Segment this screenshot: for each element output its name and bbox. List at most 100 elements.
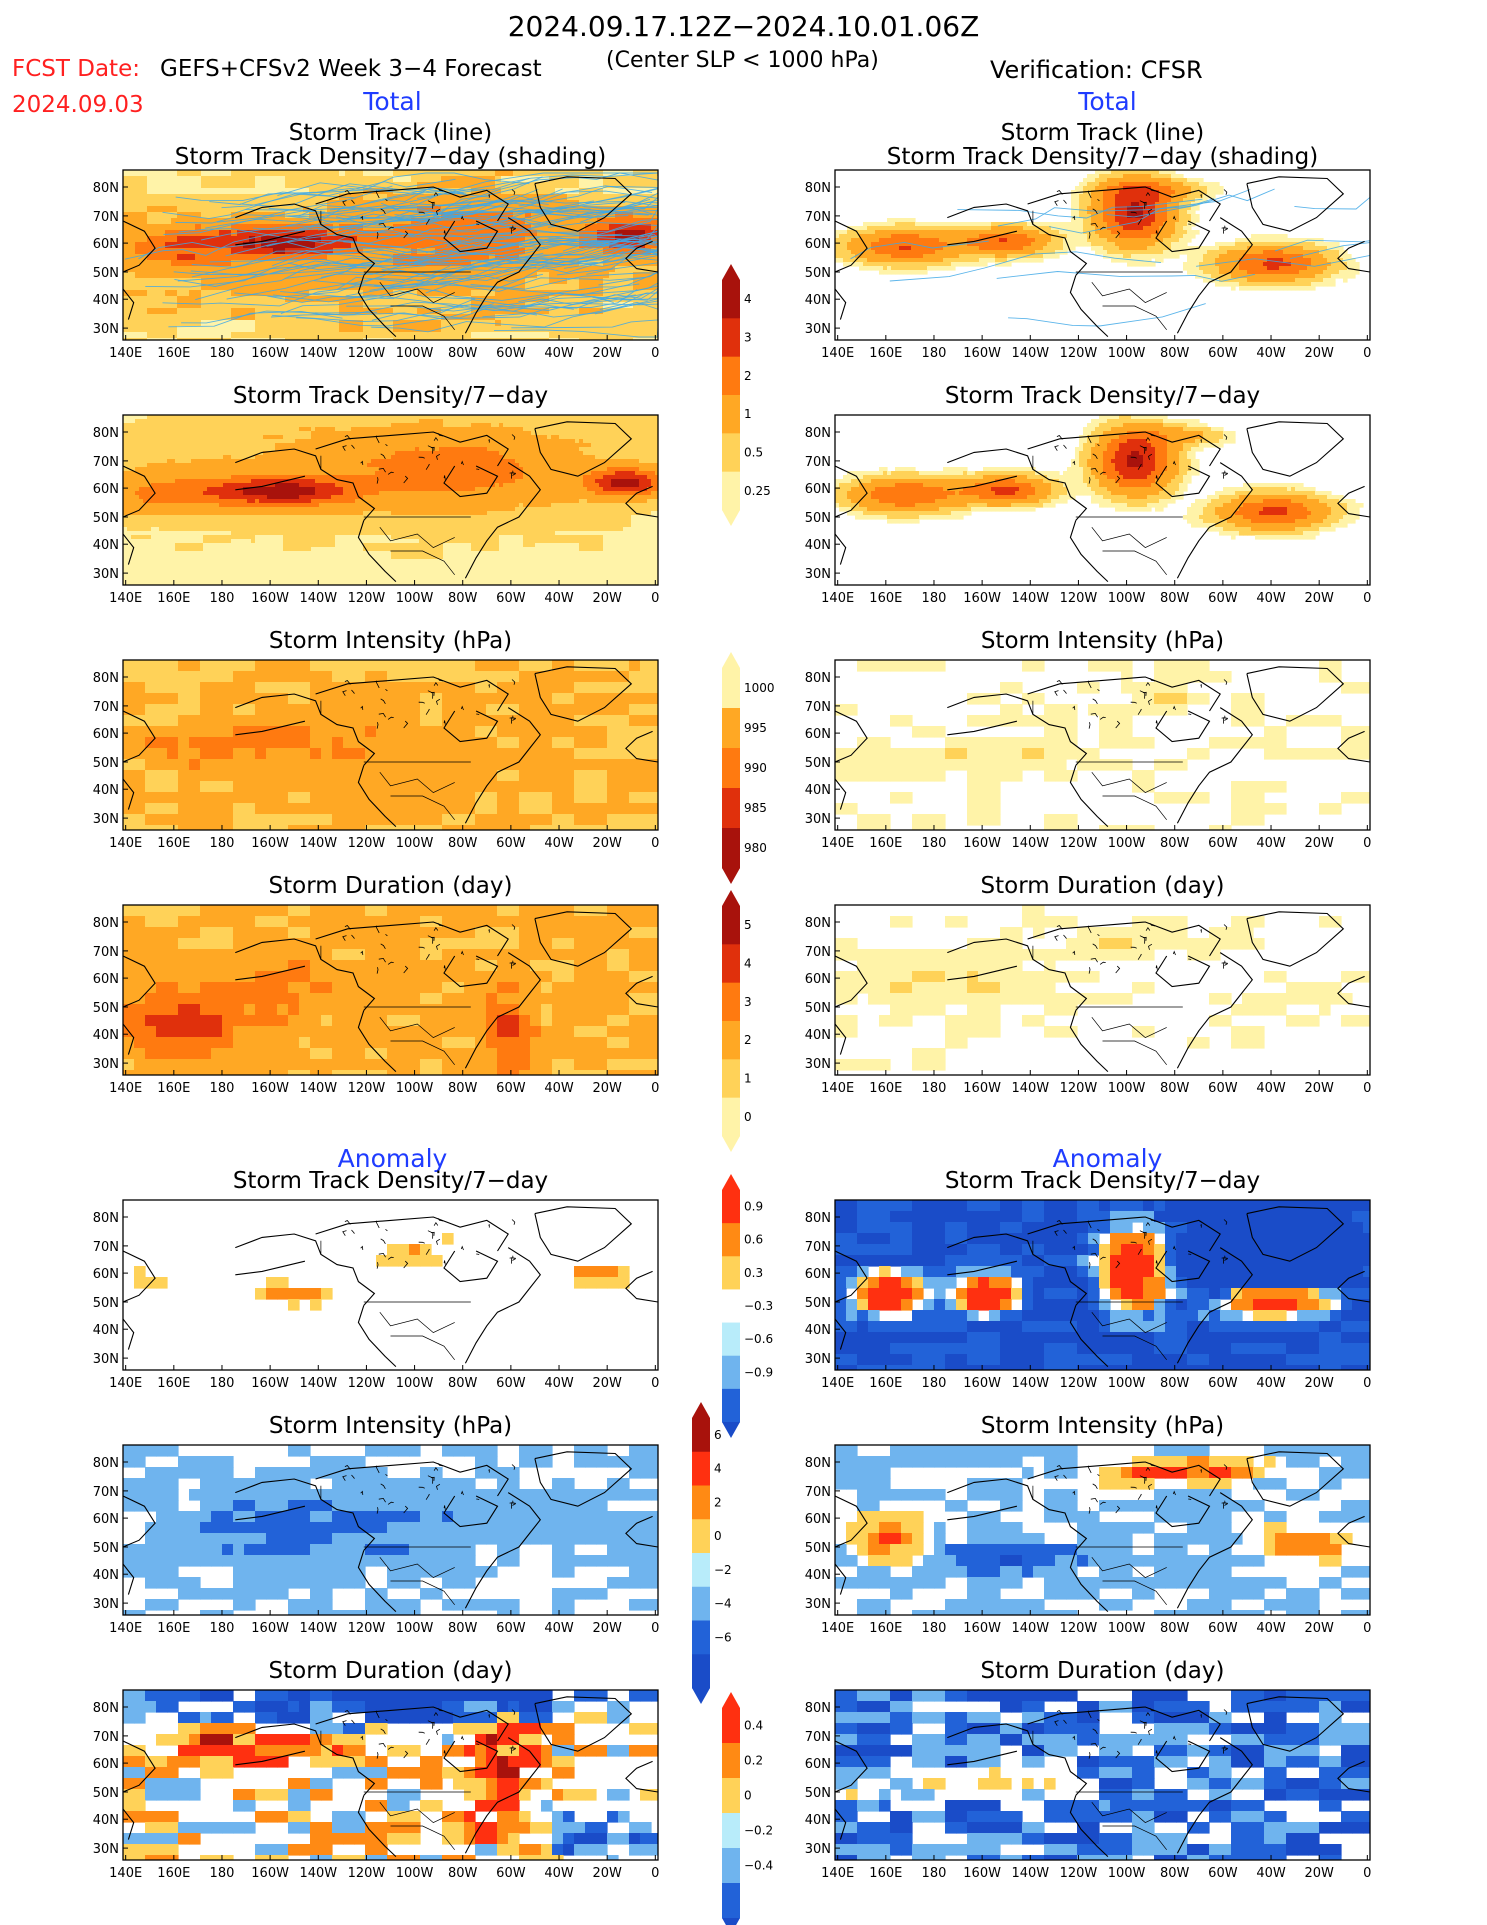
criterion-label: (Center SLP < 1000 hPa)	[606, 48, 879, 73]
shading-field	[835, 1690, 1370, 1860]
lon-tick-label: 180	[210, 591, 235, 603]
lat-tick-label: 60N	[93, 482, 119, 497]
lon-tick-label: 160W	[251, 346, 289, 358]
lon-tick-label: 20W	[1304, 1376, 1334, 1388]
colorbar-label: 0.9	[744, 1200, 763, 1214]
lon-tick-label: 80W	[448, 1376, 478, 1388]
lon-tick-label: 60W	[496, 1081, 526, 1093]
panel-title: Storm Duration (day)	[269, 1658, 513, 1684]
lat-tick-label: 50N	[93, 1786, 119, 1801]
lat-tick-label: 40N	[93, 783, 119, 798]
lon-tick-label: 160W	[963, 1376, 1001, 1388]
colorbar-label: 0.2	[744, 1754, 763, 1768]
lon-tick-label: 160E	[157, 1621, 190, 1633]
lon-tick-label: 140W	[299, 1866, 337, 1878]
lon-tick-label: 100W	[396, 346, 434, 358]
lat-tick-label: 40N	[93, 1813, 119, 1828]
lon-tick-label: 40W	[544, 1621, 574, 1633]
lon-tick-label: 100W	[1108, 346, 1146, 358]
lon-tick-label: 140E	[821, 1621, 854, 1633]
colorbar-swatch	[722, 788, 740, 829]
shading-field	[123, 905, 658, 1075]
lon-tick-label: 160W	[963, 591, 1001, 603]
lon-tick-label: 20W	[1304, 1621, 1334, 1633]
lon-tick-label: 140E	[109, 591, 142, 603]
lat-tick-label: 60N	[93, 727, 119, 742]
lon-tick-label: 120W	[348, 1621, 386, 1633]
colorbar-label: −0.4	[744, 1859, 773, 1873]
lon-tick-label: 0	[1363, 346, 1371, 358]
lon-tick-label: 140E	[821, 836, 854, 848]
shading-field	[123, 660, 658, 830]
lon-tick-label: 80W	[448, 1081, 478, 1093]
lon-tick-label: 40W	[1256, 836, 1286, 848]
lon-tick-label: 160E	[157, 591, 190, 603]
lon-tick-label: 180	[922, 591, 947, 603]
lon-tick-label: 100W	[1108, 1081, 1146, 1093]
lon-tick-label: 160E	[869, 591, 902, 603]
lat-tick-label: 70N	[805, 945, 831, 960]
colorbar-label: 1	[744, 1072, 752, 1086]
lon-tick-label: 140E	[109, 836, 142, 848]
map-panel-r-dens: Storm Track Density/7−day 80N 70N 60N 50N 40N…	[805, 383, 1372, 603]
lon-tick-label: 140E	[109, 1376, 142, 1388]
lon-tick-label: 20W	[592, 836, 622, 848]
lon-tick-label: 180	[210, 346, 235, 358]
lon-tick-label: 60W	[496, 591, 526, 603]
colorbar-label: 0.25	[744, 484, 771, 498]
lat-tick-label: 70N	[93, 1240, 119, 1255]
panel-title: Storm Duration (day)	[981, 1658, 1225, 1684]
colorbar-swatch	[722, 1190, 740, 1224]
lat-tick-label: 30N	[93, 1842, 119, 1857]
lon-tick-label: 80W	[448, 346, 478, 358]
colorbar-swatch	[722, 1289, 740, 1324]
shading-field	[123, 170, 658, 340]
lat-tick-label: 80N	[805, 671, 831, 686]
lon-tick-label: 100W	[396, 1081, 434, 1093]
lat-tick-label: 70N	[805, 700, 831, 715]
colorbar-label: 3	[744, 995, 752, 1009]
colorbar-label: −4	[714, 1597, 732, 1611]
map-frame	[122, 1689, 659, 1861]
colorbar-label: −6	[714, 1630, 732, 1644]
lat-tick-label: 50N	[805, 1541, 831, 1556]
colorbar-swatch	[722, 1256, 740, 1290]
colorbar-density: 4 3 2 1 0.5 0.25	[722, 264, 771, 526]
lat-tick-label: 50N	[805, 1001, 831, 1016]
panel-title: Storm Intensity (hPa)	[981, 1413, 1224, 1439]
map-panel-r-dur: Storm Duration (day) 80N 70N 60N 50N 40N 30N 14…	[805, 873, 1372, 1093]
map-panel-r-int: Storm Intensity (hPa) 80N 70N 60N 50N 40N 30N 1…	[805, 628, 1372, 848]
colorbar-label: 985	[744, 801, 767, 815]
lon-tick-label: 180	[210, 836, 235, 848]
lat-tick-label: 30N	[93, 1057, 119, 1072]
lon-tick-label: 180	[922, 1376, 947, 1388]
shading-field	[123, 1690, 658, 1860]
panel-title: Storm Track Density/7−day	[233, 383, 548, 409]
lon-tick-label: 0	[651, 346, 659, 358]
lon-tick-label: 120W	[348, 346, 386, 358]
lon-tick-label: 80W	[1160, 591, 1190, 603]
colorbar-label: 4	[714, 1462, 722, 1476]
colorbar-swatch	[722, 1743, 740, 1779]
lon-tick-label: 160E	[869, 1376, 902, 1388]
lon-tick-label: 40W	[1256, 346, 1286, 358]
map-panel-l-dur: Storm Duration (day) 80N 70N 60N 50N 40N 30N 14…	[93, 873, 660, 1093]
lat-tick-label: 40N	[805, 1028, 831, 1043]
lon-tick-label: 20W	[1304, 346, 1334, 358]
lat-tick-label: 30N	[805, 812, 831, 827]
lat-tick-label: 70N	[93, 210, 119, 225]
lon-tick-label: 180	[210, 1866, 235, 1878]
colorbar-label: 5	[744, 918, 752, 932]
lon-tick-label: 140W	[1011, 591, 1049, 603]
lon-tick-label: 120W	[348, 591, 386, 603]
lat-tick-label: 30N	[805, 1352, 831, 1367]
lon-tick-label: 140W	[299, 836, 337, 848]
colorbar-swatch	[722, 356, 740, 396]
lat-tick-label: 50N	[805, 1786, 831, 1801]
lon-tick-label: 80W	[1160, 1081, 1190, 1093]
colorbar-label: 0	[744, 1110, 752, 1124]
lon-tick-label: 0	[1363, 1866, 1371, 1878]
colorbar-label: 0.3	[744, 1266, 763, 1280]
lat-tick-label: 40N	[805, 1323, 831, 1338]
lat-tick-label: 60N	[93, 972, 119, 987]
